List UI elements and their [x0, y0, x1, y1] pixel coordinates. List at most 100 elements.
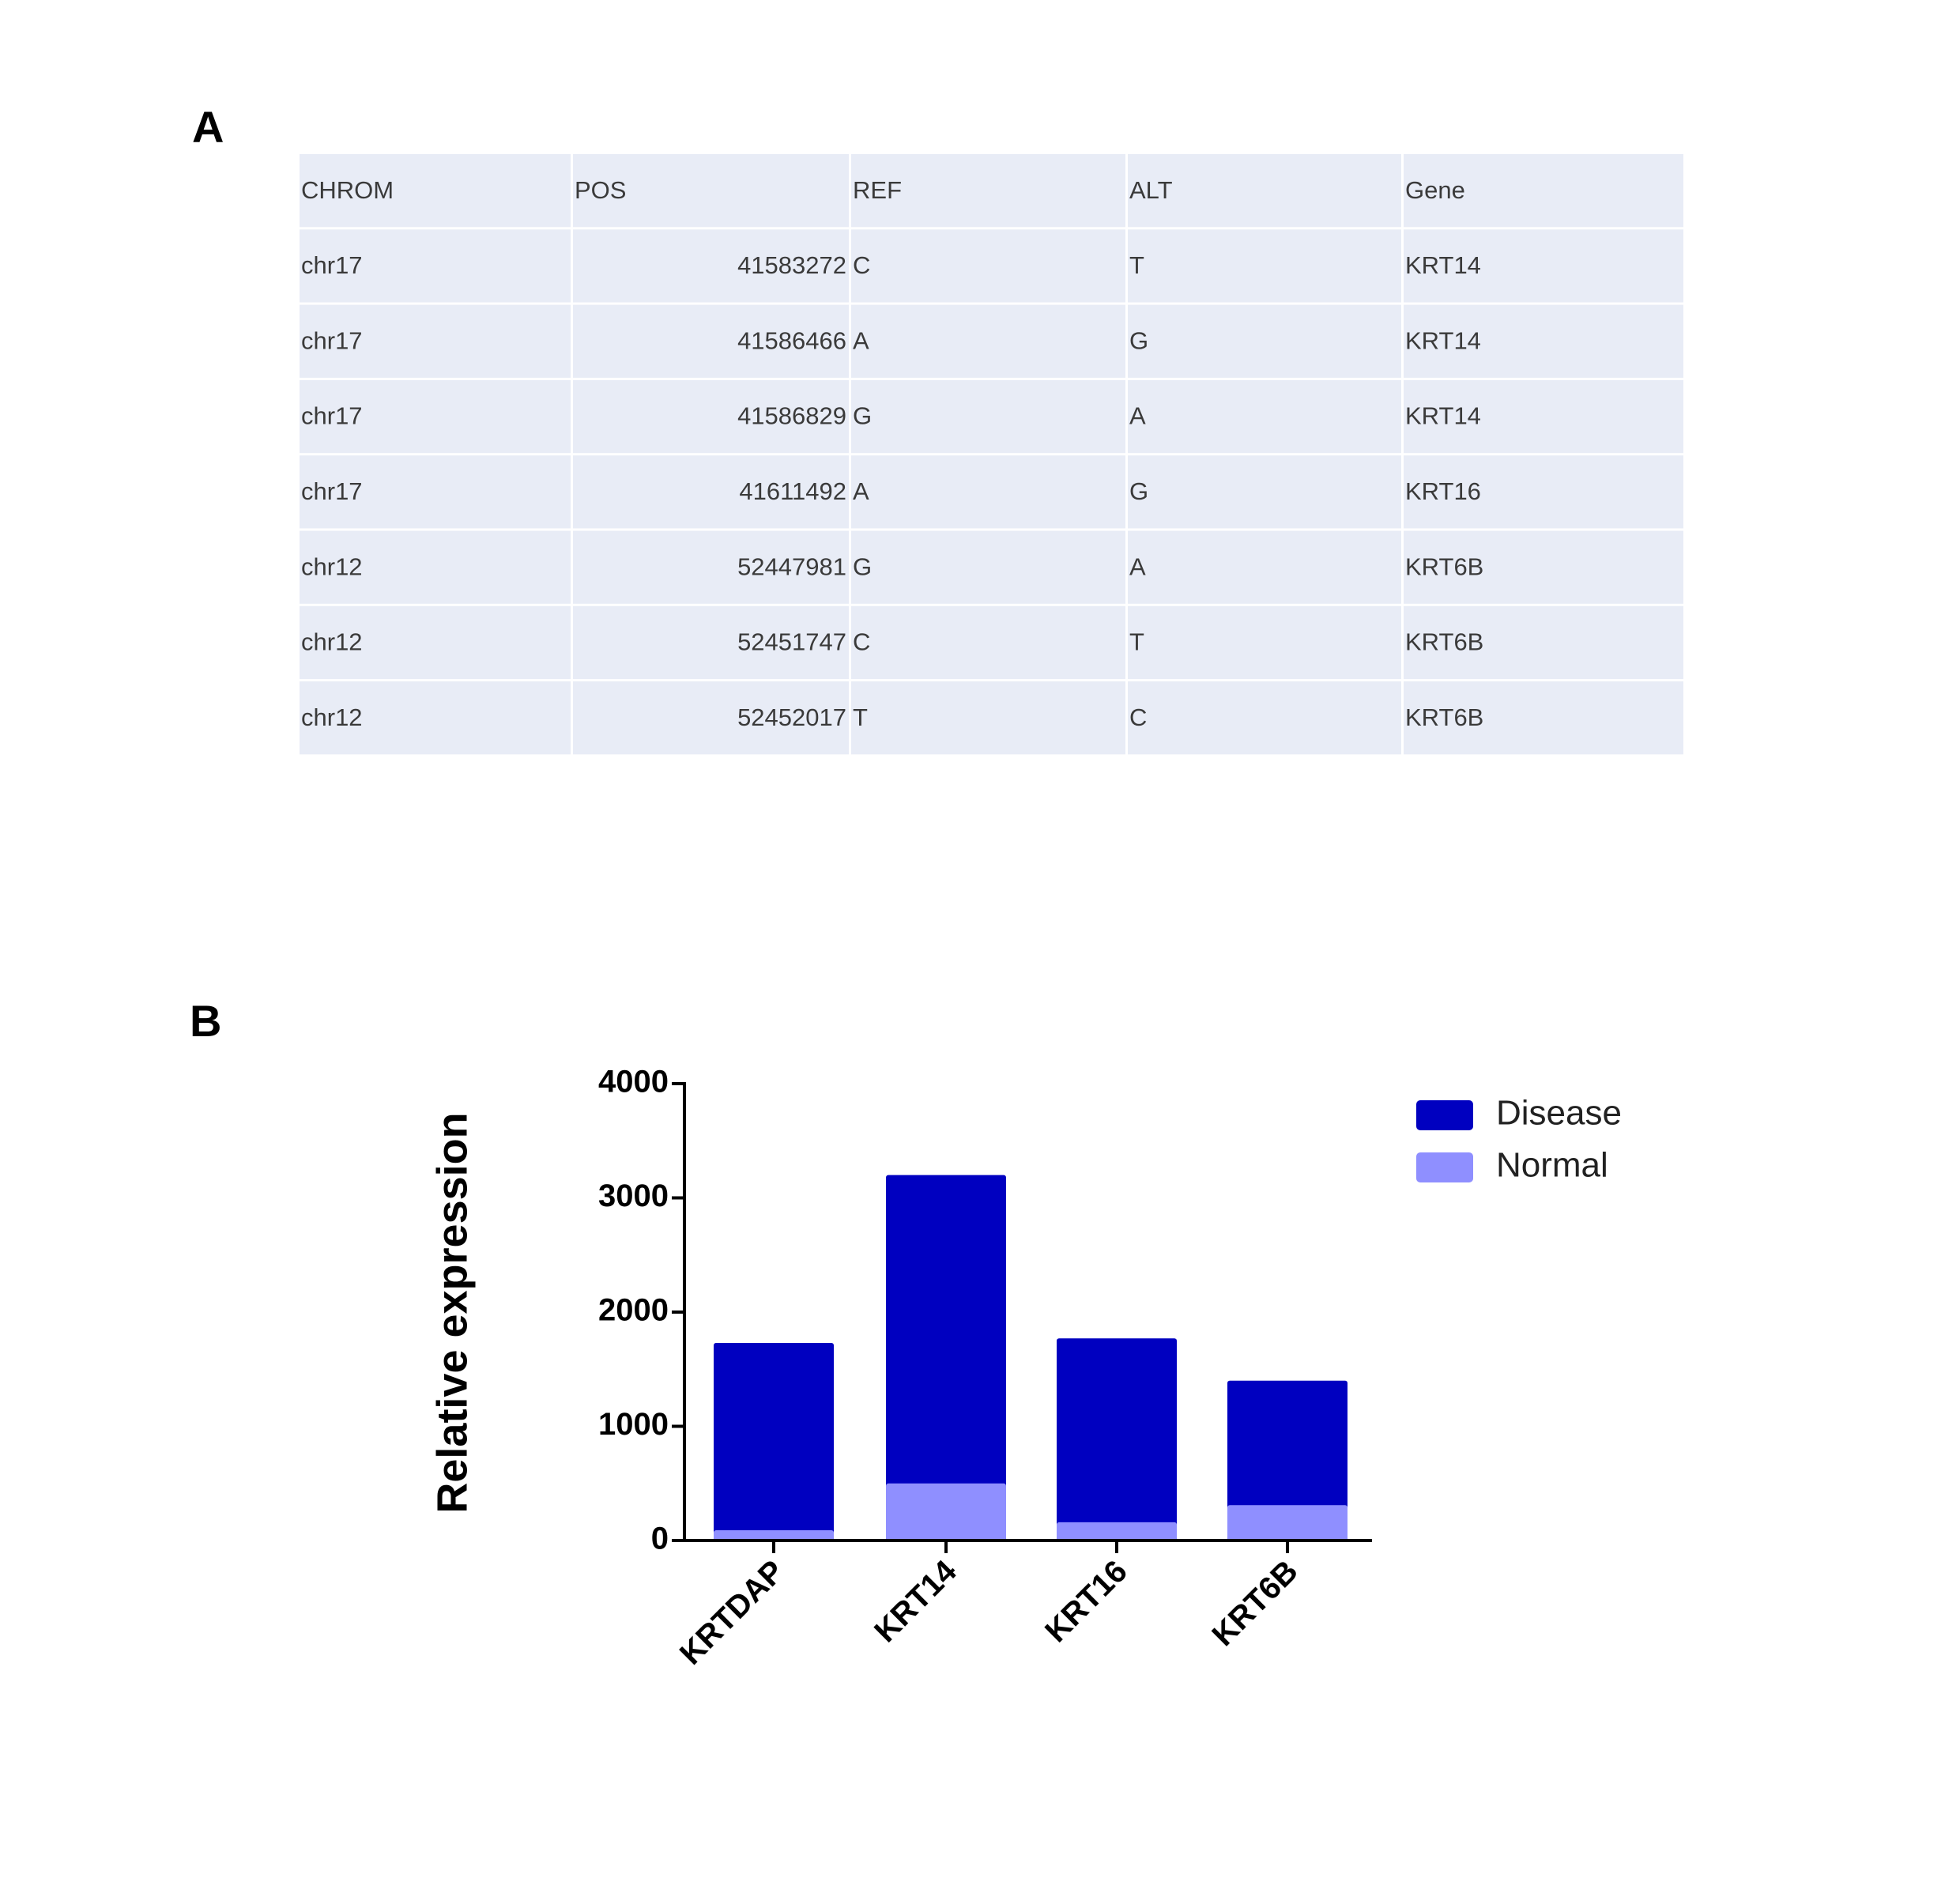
cell-text: 41611492 — [739, 477, 846, 505]
table-cell — [573, 379, 849, 454]
cell-text: G — [1129, 477, 1148, 505]
panel-label: B — [190, 996, 221, 1046]
bar — [1057, 1522, 1177, 1541]
cell-text: C — [1129, 703, 1147, 731]
legend-label: Normal — [1496, 1146, 1608, 1185]
table-cell — [1404, 154, 1683, 228]
table-cell — [573, 154, 849, 228]
y-tick-label: 2000 — [598, 1293, 669, 1328]
cell-text: chr17 — [301, 251, 363, 279]
bar — [714, 1343, 834, 1541]
table-cell — [851, 379, 1125, 454]
cell-text: 52447981 — [737, 553, 846, 580]
cell-text: A — [1129, 553, 1146, 580]
table-cell — [1404, 681, 1683, 755]
cell-text: 41586466 — [737, 326, 846, 354]
cell-text: chr12 — [301, 628, 363, 656]
cell-text: 41583272 — [737, 251, 846, 279]
table-cell — [851, 229, 1125, 303]
cell-text: chr17 — [301, 402, 363, 430]
cell-text: 41586829 — [737, 402, 846, 430]
cell-text: A — [853, 326, 869, 354]
table-cell — [851, 455, 1125, 529]
table-cell — [1404, 455, 1683, 529]
table-cell — [300, 455, 571, 529]
cell-text: KRT16 — [1405, 477, 1481, 505]
table-cell — [573, 304, 849, 378]
bar-chart: 0 1000 2000 3000 4000 Relative expression KRTD… — [428, 1065, 1622, 1672]
cell-text: KRT14 — [1405, 326, 1481, 354]
cell-text: A — [1129, 402, 1146, 430]
table-cell — [1404, 605, 1683, 680]
table-cell — [1128, 154, 1401, 228]
legend-swatch — [1416, 1100, 1473, 1130]
table-cell — [573, 530, 849, 604]
cell-text: G — [853, 402, 872, 430]
y-axis-label: Relative expression — [428, 1112, 476, 1513]
table-cell — [1128, 681, 1401, 755]
bar — [1227, 1380, 1348, 1541]
panel-label: A — [192, 102, 224, 152]
cell-text: chr17 — [301, 477, 363, 505]
table-cell — [851, 304, 1125, 378]
table-cell — [1128, 455, 1401, 529]
cell-text: 52452017 — [737, 703, 846, 731]
cell-text: C — [853, 628, 870, 656]
cell-text: T — [1129, 628, 1144, 656]
table-cell — [300, 605, 571, 680]
table-cell — [851, 681, 1125, 755]
cell-text: G — [853, 553, 872, 580]
x-tick-label: KRT6B — [1205, 1554, 1304, 1653]
table-cell — [300, 379, 571, 454]
cell-text: chr12 — [301, 553, 363, 580]
cell-text: 52451747 — [737, 628, 846, 656]
y-tick-label: 4000 — [598, 1065, 669, 1099]
table-cell — [1404, 229, 1683, 303]
table-cell — [1128, 379, 1401, 454]
bar — [1227, 1505, 1348, 1541]
x-tick-label: KRTDAP — [673, 1554, 791, 1672]
cell-text: C — [853, 251, 870, 279]
cell-text: KRT14 — [1405, 251, 1481, 279]
y-tick-label: 1000 — [598, 1407, 669, 1442]
table-cell — [300, 530, 571, 604]
table-cell — [573, 681, 849, 755]
table-cell — [1128, 229, 1401, 303]
cell-text: REF — [853, 176, 902, 204]
table-cell — [1128, 304, 1401, 378]
cell-text: KRT6B — [1405, 703, 1483, 731]
table-cell — [300, 304, 571, 378]
table-cell — [1128, 530, 1401, 604]
table-cell — [851, 154, 1125, 228]
table-cell — [1404, 530, 1683, 604]
y-tick-label: 3000 — [598, 1179, 669, 1213]
cell-text: ALT — [1129, 176, 1173, 204]
legend-swatch — [1416, 1152, 1473, 1182]
table-cell — [851, 530, 1125, 604]
bar — [886, 1483, 1006, 1541]
table-cell — [1404, 379, 1683, 454]
table-cell — [300, 154, 571, 228]
cell-text: POS — [575, 176, 626, 204]
x-tick-label: KRT14 — [868, 1553, 963, 1649]
table-cell — [1404, 304, 1683, 378]
cell-text: chr17 — [301, 326, 363, 354]
table-cell — [851, 605, 1125, 680]
x-tick-label: KRT16 — [1038, 1554, 1134, 1650]
table-cell — [1128, 605, 1401, 680]
cell-text: CHROM — [301, 176, 394, 204]
table-cell — [300, 229, 571, 303]
cell-text: KRT6B — [1405, 628, 1483, 656]
table-cell — [300, 681, 571, 755]
bar — [714, 1529, 834, 1541]
cell-text: KRT14 — [1405, 402, 1481, 430]
y-tick-label: 0 — [651, 1522, 669, 1556]
cell-text: KRT6B — [1405, 553, 1483, 580]
cell-text: Gene — [1405, 176, 1465, 204]
bar — [1057, 1338, 1177, 1541]
bar — [886, 1175, 1006, 1541]
table-cell — [573, 455, 849, 529]
cell-text: G — [1129, 326, 1148, 354]
